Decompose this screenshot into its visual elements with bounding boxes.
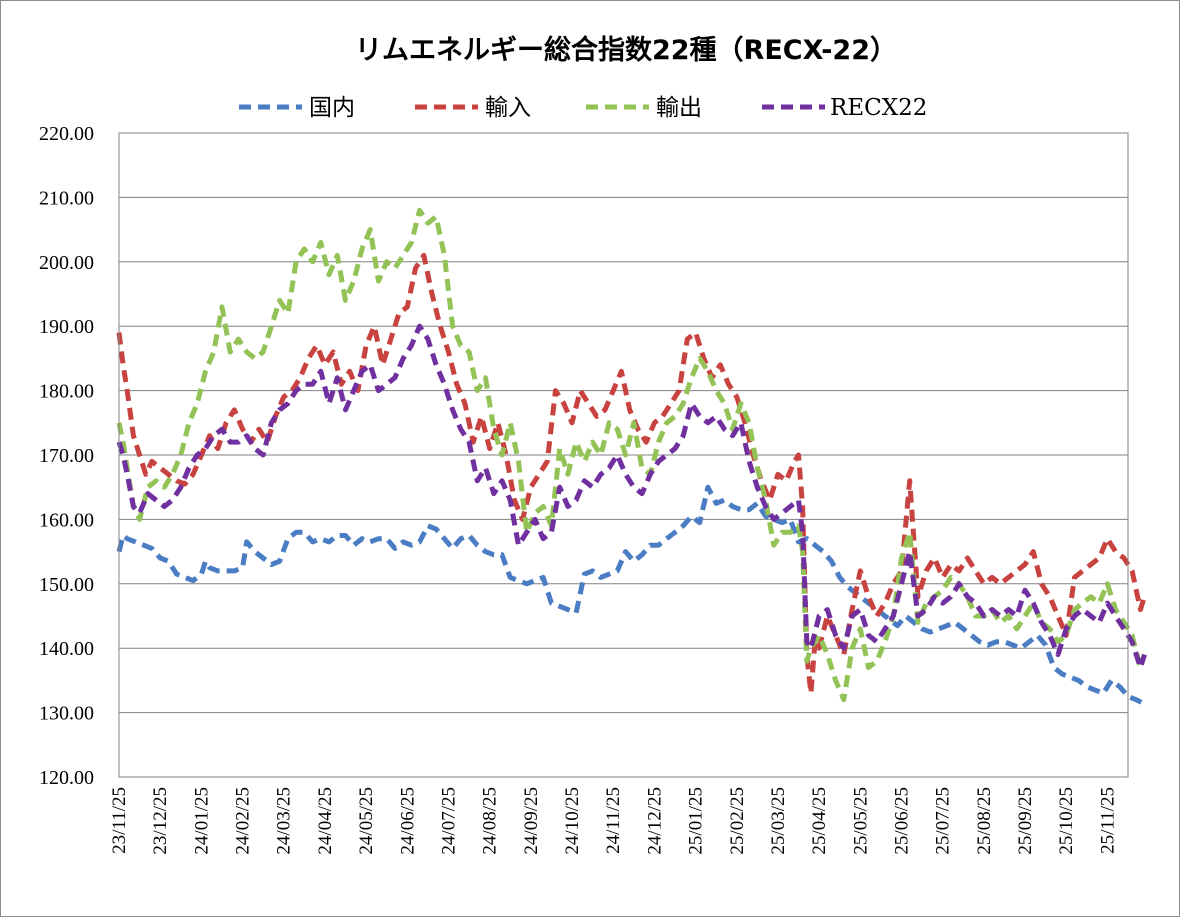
plot-area-border bbox=[118, 132, 1129, 778]
legend-label-recx22: RECX22 bbox=[830, 95, 927, 121]
series-line-import bbox=[116, 252, 1147, 696]
x-tick-label: 24/02/25 bbox=[233, 787, 254, 855]
x-tick-label: 25/08/25 bbox=[974, 787, 995, 855]
x-axis-ticks: 23/11/25 23/12/25 24/01/25 24/02/25 24/03/25… bbox=[109, 787, 1118, 855]
y-tick-label: 190.00 bbox=[39, 316, 94, 338]
y-tick-label: 150.00 bbox=[39, 574, 94, 596]
legend-item-import: 輸入 bbox=[415, 95, 531, 121]
x-tick-label: 25/05/25 bbox=[850, 787, 871, 855]
x-tick-label: 24/04/25 bbox=[315, 787, 336, 855]
x-tick-label: 23/11/25 bbox=[109, 787, 130, 854]
legend-item-recx22: RECX22 bbox=[762, 95, 927, 121]
x-tick-label: 25/04/25 bbox=[809, 787, 830, 855]
y-tick-label: 140.00 bbox=[39, 638, 94, 660]
x-tick-label: 24/11/25 bbox=[603, 787, 624, 854]
y-tick-label: 220.00 bbox=[39, 123, 94, 145]
x-tick-label: 24/08/25 bbox=[480, 787, 501, 855]
y-axis-ticks: 120.00 130.00 140.00 150.00 160.00 170.00 180.… bbox=[39, 123, 94, 789]
y-tick-label: 170.00 bbox=[39, 445, 94, 467]
x-tick-label: 25/07/25 bbox=[933, 787, 954, 855]
x-tick-label: 24/10/25 bbox=[562, 787, 583, 855]
x-tick-label: 24/03/25 bbox=[274, 787, 295, 855]
x-tick-label: 25/01/25 bbox=[686, 787, 707, 855]
legend-label-domestic: 国内 bbox=[309, 95, 355, 121]
legend-label-export: 輸出 bbox=[656, 95, 702, 121]
legend-item-export: 輸出 bbox=[586, 95, 702, 121]
x-tick-label: 25/10/25 bbox=[1056, 787, 1077, 855]
y-tick-label: 130.00 bbox=[39, 703, 94, 725]
x-tick-label: 24/06/25 bbox=[397, 787, 418, 855]
x-tick-label: 25/09/25 bbox=[1015, 787, 1036, 855]
chart-title: リムエネルギー総合指数22種（RECX-22） bbox=[355, 34, 897, 66]
y-tick-label: 210.00 bbox=[39, 187, 94, 209]
x-tick-label: 23/12/25 bbox=[150, 787, 171, 855]
x-tick-label: 25/06/25 bbox=[891, 787, 912, 855]
y-tick-label: 160.00 bbox=[39, 509, 94, 531]
x-tick-label: 24/12/25 bbox=[644, 787, 665, 855]
x-tick-label: 24/05/25 bbox=[356, 787, 377, 855]
y-tick-label: 180.00 bbox=[39, 381, 94, 403]
series-line-domestic bbox=[116, 484, 1144, 706]
legend-label-import: 輸入 bbox=[485, 95, 531, 121]
x-tick-label: 24/07/25 bbox=[438, 787, 459, 855]
x-tick-label: 24/01/25 bbox=[191, 787, 212, 855]
series-line-export bbox=[116, 207, 1147, 703]
y-tick-label: 120.00 bbox=[39, 767, 94, 789]
x-tick-label: 24/09/25 bbox=[521, 787, 542, 855]
x-tick-label: 25/03/25 bbox=[768, 787, 789, 855]
y-tick-label: 200.00 bbox=[39, 252, 94, 274]
x-tick-label: 25/11/25 bbox=[1097, 787, 1118, 854]
legend-item-domestic: 国内 bbox=[239, 95, 355, 121]
series-lines bbox=[116, 207, 1147, 706]
series-line-recx22 bbox=[116, 323, 1147, 670]
legend: 国内 輸入 輸出 RECX22 bbox=[239, 95, 927, 121]
x-tick-label: 25/02/25 bbox=[727, 787, 748, 855]
